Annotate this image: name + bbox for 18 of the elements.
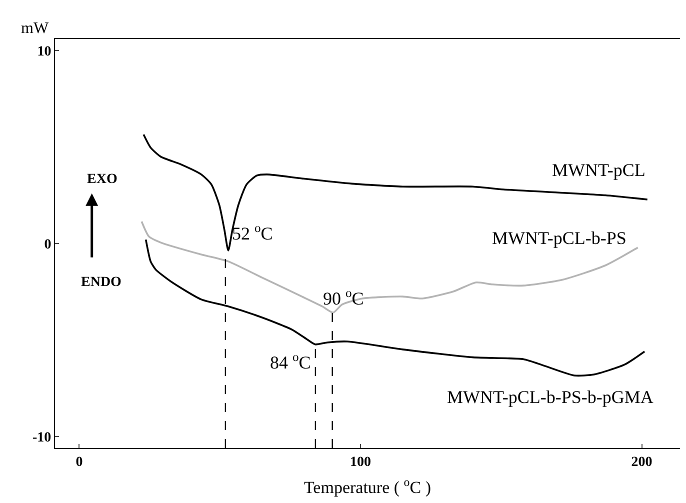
x-tick-label: 0 [76,454,83,470]
y-tick-label: 0 [44,237,52,252]
annotation: 84 $^{o}$C [270,350,311,373]
annotation: 52 $^{o}$C [232,221,273,244]
series-label: MWNT-pCL [552,160,646,180]
series-label: MWNT-pCL-b-PS-b-pGMA [447,387,654,407]
line-series [140,220,639,314]
series-label: MWNT-pCL-b-PS [492,228,626,248]
annotation: ENDO [81,275,122,290]
y-tick-label: -10 [32,430,52,446]
x-tick-label: 100 [350,454,371,470]
x-axis-title: Temperature ( $^{o}$C ) [304,475,432,498]
annotation: 90 $^{o}$C [323,286,364,309]
x-tick-label: 200 [631,454,652,470]
annotation: EXO [87,172,118,187]
y-axis-title: mW [21,20,50,37]
line-series [142,134,648,252]
y-tick-label: 10 [37,44,52,60]
